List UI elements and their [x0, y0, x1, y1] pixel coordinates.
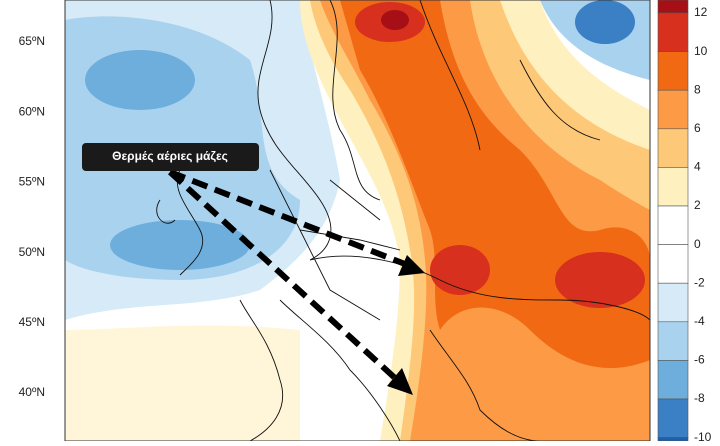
latitude-label: 60ºN	[19, 104, 45, 118]
colorbar-tick-label: 12	[694, 5, 708, 19]
colorbar-segment	[657, 0, 689, 14]
colorbar-segment	[657, 167, 689, 207]
colorbar-tick-label: -10	[694, 430, 712, 441]
colorbar-tick-label: -4	[694, 314, 705, 328]
arrowhead	[398, 255, 425, 276]
colorbar-tick-label: 8	[694, 82, 701, 96]
colorbar-segment	[657, 282, 689, 323]
latitude-label: 40ºN	[19, 385, 45, 399]
latitude-label: 50ºN	[19, 245, 45, 259]
colorbar: 12 10 8 6 4 2 0 -2 -4 -6 -8 -10	[657, 0, 712, 444]
colorbar-segment	[657, 51, 689, 91]
colorbar-tick-label: -2	[694, 275, 705, 289]
annotation: Θερμές αέριες μάζες	[112, 149, 228, 163]
colorbar-tick-label: 10	[694, 44, 708, 58]
colorbar-segment	[657, 437, 689, 442]
colorbar-segment	[657, 360, 689, 400]
colorbar-tick-label: 4	[694, 160, 701, 174]
coastlines	[156, 0, 650, 441]
arrows	[167, 169, 407, 381]
colorbar-segment	[657, 128, 689, 168]
latitude-label: 45ºN	[19, 315, 45, 329]
colorbar-segment	[657, 398, 689, 438]
annotation-box	[82, 143, 259, 171]
latitude-labels: 65ºN 60ºN 55ºN 50ºN 45ºN 40ºN	[19, 34, 45, 399]
colorbar-segment	[657, 12, 689, 52]
colorbar-tick-label: -6	[694, 353, 705, 367]
colorbar-tick-label: 0	[694, 237, 701, 251]
colorbar-segment	[657, 244, 689, 284]
map-area	[65, 0, 650, 441]
colorbar-segment	[657, 89, 689, 130]
colorbar-tick-label: 6	[694, 121, 701, 135]
latitude-label: 55ºN	[19, 175, 45, 189]
arrowhead	[387, 368, 413, 395]
colorbar-segment	[657, 205, 689, 245]
colorbar-tick-label: 2	[694, 198, 701, 212]
colorbar-tick-label: -8	[694, 391, 705, 405]
latitude-label: 65ºN	[19, 34, 45, 48]
colorbar-segment	[657, 321, 689, 361]
